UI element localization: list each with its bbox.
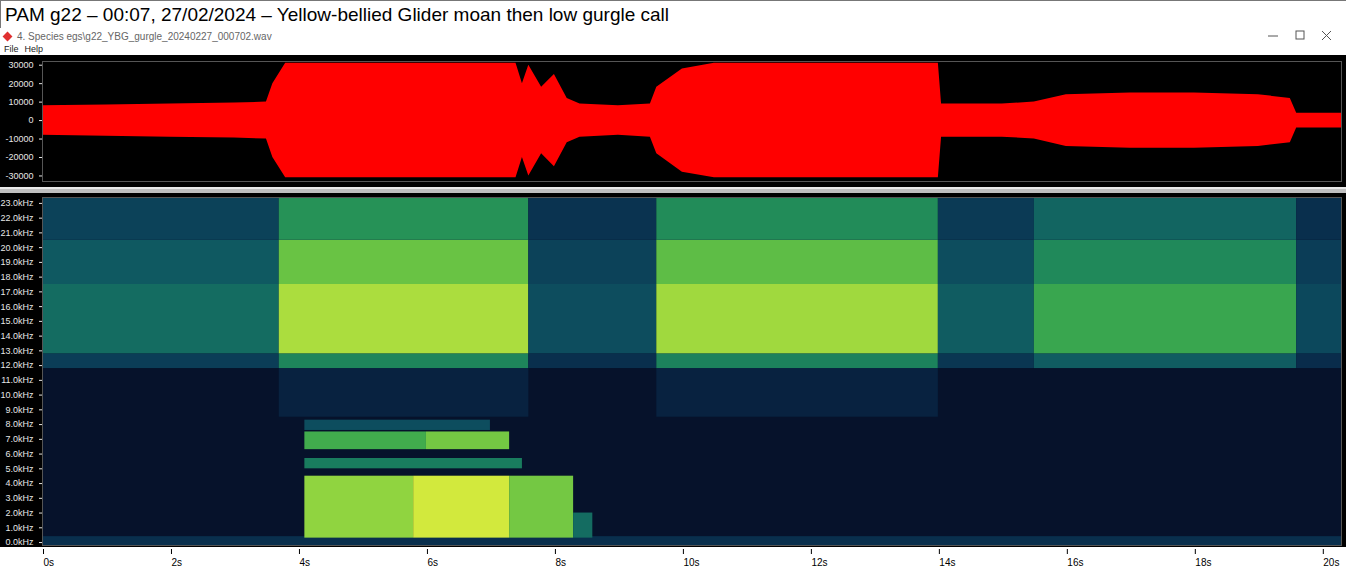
svg-text:21.0kHz: 21.0kHz xyxy=(0,228,34,238)
svg-text:8s: 8s xyxy=(555,557,566,568)
svg-text:30000: 30000 xyxy=(8,60,33,70)
svg-text:10.0kHz: 10.0kHz xyxy=(0,390,34,400)
svg-text:0s: 0s xyxy=(44,557,55,568)
svg-text:4.0kHz: 4.0kHz xyxy=(5,478,34,488)
svg-text:17.0kHz: 17.0kHz xyxy=(0,287,34,297)
html-text:File: File xyxy=(4,44,19,54)
svg-text:3.0kHz: 3.0kHz xyxy=(5,493,34,503)
svg-text:11.0kHz: 11.0kHz xyxy=(1,375,34,385)
svg-text:2.0kHz: 2.0kHz xyxy=(5,508,34,518)
svg-text:-30000: -30000 xyxy=(5,171,33,181)
svg-text:18s: 18s xyxy=(1195,557,1211,568)
svg-text:16s: 16s xyxy=(1067,557,1083,568)
svg-text:6s: 6s xyxy=(427,557,438,568)
svg-text:-10000: -10000 xyxy=(5,134,33,144)
svg-text:0.0kHz: 0.0kHz xyxy=(5,537,34,547)
svg-text:10000: 10000 xyxy=(8,97,33,107)
svg-text:12s: 12s xyxy=(811,557,827,568)
html-text:Help: Help xyxy=(24,44,43,54)
svg-text:19.0kHz: 19.0kHz xyxy=(0,257,34,267)
svg-text:1.0kHz: 1.0kHz xyxy=(5,523,34,533)
svg-text:2s: 2s xyxy=(171,557,182,568)
svg-text:9.0kHz: 9.0kHz xyxy=(5,405,34,415)
svg-text:0: 0 xyxy=(28,115,33,125)
svg-text:20.0kHz: 20.0kHz xyxy=(0,243,34,253)
svg-text:-20000: -20000 xyxy=(5,152,33,162)
svg-text:4s: 4s xyxy=(299,557,310,568)
svg-text:6.0kHz: 6.0kHz xyxy=(5,449,34,459)
svg-text:20s: 20s xyxy=(1323,557,1339,568)
svg-text:5.0kHz: 5.0kHz xyxy=(5,464,34,474)
svg-text:20000: 20000 xyxy=(8,79,33,89)
svg-text:23.0kHz: 23.0kHz xyxy=(0,198,34,208)
svg-text:22.0kHz: 22.0kHz xyxy=(0,213,34,223)
svg-text:10s: 10s xyxy=(683,557,699,568)
svg-text:14.0kHz: 14.0kHz xyxy=(0,331,34,341)
svg-text:12.0kHz: 12.0kHz xyxy=(0,360,34,370)
svg-text:14s: 14s xyxy=(939,557,955,568)
html-text:4. Species egs\g22_YBG_gurgle_: 4. Species egs\g22_YBG_gurgle_20240227_0… xyxy=(17,30,272,42)
svg-text:16.0kHz: 16.0kHz xyxy=(0,301,34,311)
svg-text:7.0kHz: 7.0kHz xyxy=(5,434,34,444)
svg-text:15.0kHz: 15.0kHz xyxy=(0,316,34,326)
svg-text:13.0kHz: 13.0kHz xyxy=(0,346,34,356)
html-text:PAM g22 – 00:07, 27/02/2024 –: PAM g22 – 00:07, 27/02/2024 – Yellow-bel… xyxy=(5,4,669,25)
svg-text:18.0kHz: 18.0kHz xyxy=(0,272,34,282)
svg-text:8.0kHz: 8.0kHz xyxy=(5,419,34,429)
